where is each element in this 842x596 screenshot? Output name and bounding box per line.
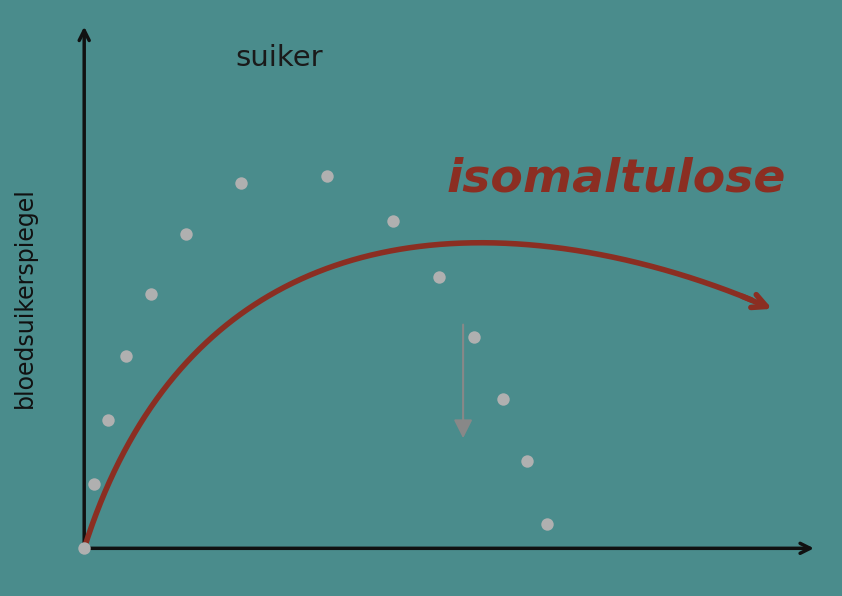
Point [77, 544, 91, 553]
Point [101, 415, 115, 424]
Text: bloedsuikerspiegel: bloedsuikerspiegel [13, 188, 37, 408]
Point [120, 351, 133, 361]
Point [179, 229, 193, 238]
Point [496, 394, 509, 403]
Text: isomaltulose: isomaltulose [446, 156, 786, 201]
Point [235, 178, 248, 187]
Point [321, 172, 334, 181]
Point [144, 289, 157, 299]
Point [432, 272, 445, 282]
Point [386, 216, 400, 226]
Point [520, 457, 534, 466]
Text: suiker: suiker [236, 44, 323, 72]
Point [467, 332, 481, 342]
Point [88, 479, 101, 489]
Point [541, 520, 554, 529]
